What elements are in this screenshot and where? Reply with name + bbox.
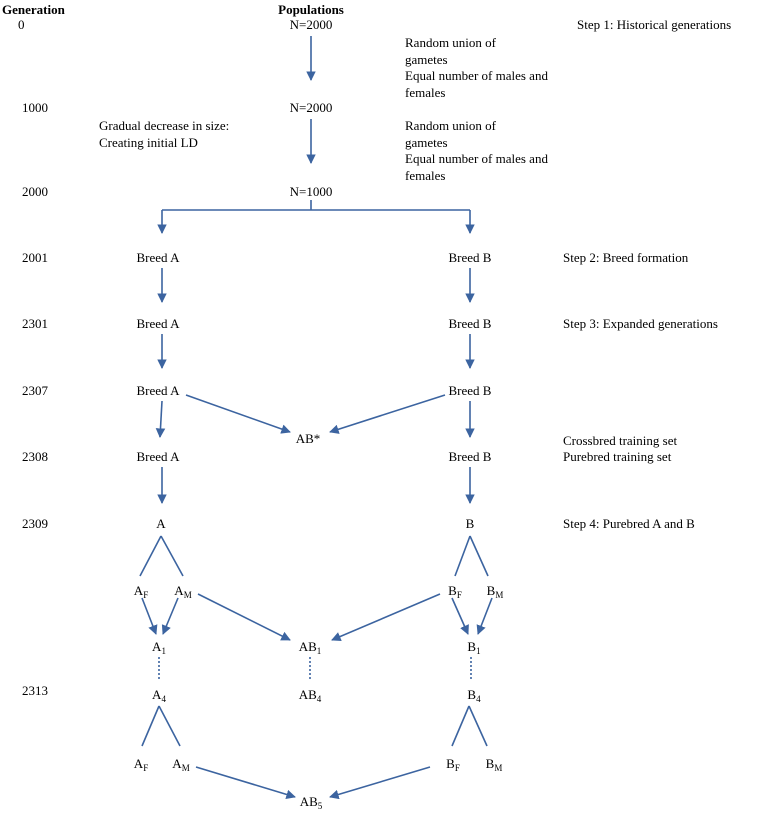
sex-split-line	[469, 535, 489, 577]
generation-label: 2301	[22, 316, 48, 331]
population-node: N=2000	[289, 17, 333, 32]
arrow	[141, 597, 158, 635]
random-union-note: Random union of gametes	[405, 118, 496, 150]
breed-b-node: Breed B	[448, 383, 492, 398]
arrow	[451, 597, 469, 635]
purebred-training-label: Purebred training set	[563, 449, 672, 464]
a-male-node: AM	[172, 756, 190, 773]
sex-split-line	[451, 705, 470, 747]
breed-a-node: Breed A	[136, 449, 180, 464]
ab4-node: AB4	[298, 687, 322, 704]
breed-b-node: Breed B	[448, 449, 492, 464]
ab5-node: AB5	[299, 794, 323, 811]
step-2-label: Step 2: Breed formation	[563, 250, 689, 265]
populations-header: Populations	[278, 2, 344, 17]
a1-node: A1	[152, 639, 166, 656]
a-female-node: AF	[133, 583, 149, 600]
arrow	[185, 394, 291, 434]
arrow	[329, 394, 446, 434]
generation-label: 0	[18, 17, 25, 32]
crossbred-training-label: Crossbred training set	[563, 433, 678, 448]
breed-a-node: Breed A	[136, 250, 180, 265]
b4-node: B4	[467, 687, 481, 704]
breed-b-node: Breed B	[448, 316, 492, 331]
a-male-node: AM	[174, 583, 192, 600]
b-male-node: BM	[485, 756, 503, 773]
sex-split-line	[139, 535, 162, 577]
generation-label: 2000	[22, 184, 48, 199]
arrow	[476, 597, 493, 635]
purebred-b-node: B	[465, 516, 475, 531]
breed-b-node: Breed B	[448, 250, 492, 265]
gradual-decrease-note: Gradual decrease in size: Creating initi…	[99, 118, 230, 150]
population-node: N=2000	[289, 100, 333, 115]
purebred-a-node: A	[156, 516, 166, 531]
a4-node: A4	[152, 687, 166, 704]
generation-label: 2309	[22, 516, 48, 531]
arrow	[155, 400, 166, 438]
random-union-note: Random union of gametes	[405, 35, 496, 67]
arrow	[195, 766, 296, 800]
equal-sexes-note: Equal number of males and females	[405, 151, 548, 183]
generation-label: 1000	[22, 100, 48, 115]
step-1-label: Step 1: Historical generations	[577, 17, 732, 32]
crossbred-ab-node: AB*	[295, 431, 321, 446]
step-3-label: Step 3: Expanded generations	[563, 316, 718, 331]
sex-split-line	[160, 535, 184, 577]
sex-split-line	[468, 705, 488, 747]
b-female-node: BF	[448, 583, 462, 600]
arrow	[161, 597, 179, 635]
generation-label: 2307	[22, 383, 48, 398]
b-male-node: BM	[486, 583, 504, 600]
population-node: N=1000	[289, 184, 333, 199]
generation-label: 2001	[22, 250, 48, 265]
breed-a-node: Breed A	[136, 316, 180, 331]
arrow	[197, 593, 291, 641]
arrow	[331, 593, 441, 642]
b1-node: B1	[467, 639, 481, 656]
generation-label: 2308	[22, 449, 48, 464]
sex-split-line	[454, 535, 471, 577]
breed-a-node: Breed A	[136, 383, 180, 398]
arrow	[329, 766, 431, 800]
step-4-label: Step 4: Purebred A and B	[563, 516, 695, 531]
ab1-node: AB1	[298, 639, 322, 656]
equal-sexes-note: Equal number of males and females	[405, 68, 548, 100]
generation-header: Generation	[2, 2, 65, 17]
generation-label: 2313	[22, 683, 48, 698]
sex-split-line	[158, 705, 181, 747]
a-female-node: AF	[133, 756, 149, 773]
b-female-node: BF	[446, 756, 460, 773]
sex-split-line	[141, 705, 160, 747]
